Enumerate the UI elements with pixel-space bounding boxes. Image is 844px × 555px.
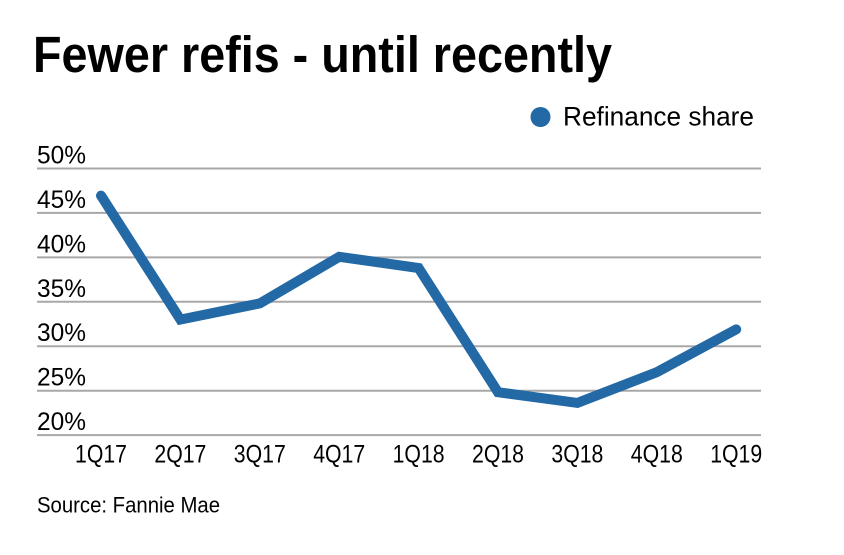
- svg-text:1Q19: 1Q19: [710, 441, 762, 469]
- svg-text:4Q18: 4Q18: [631, 441, 683, 469]
- svg-text:2Q17: 2Q17: [154, 441, 206, 469]
- svg-text:3Q18: 3Q18: [551, 441, 603, 469]
- svg-text:1Q17: 1Q17: [75, 441, 127, 469]
- svg-text:3Q17: 3Q17: [234, 441, 286, 469]
- svg-text:Refinance share: Refinance share: [563, 102, 754, 132]
- svg-text:Source: Fannie Mae: Source: Fannie Mae: [37, 493, 220, 518]
- svg-text:45%: 45%: [37, 186, 86, 214]
- svg-text:50%: 50%: [37, 142, 86, 170]
- svg-text:2Q18: 2Q18: [472, 441, 524, 469]
- svg-text:4Q17: 4Q17: [313, 441, 365, 469]
- svg-text:20%: 20%: [37, 408, 86, 436]
- svg-text:40%: 40%: [37, 230, 86, 258]
- svg-text:35%: 35%: [37, 275, 86, 303]
- svg-text:Fewer refis - until recently: Fewer refis - until recently: [33, 26, 613, 83]
- svg-text:1Q18: 1Q18: [393, 441, 445, 469]
- svg-text:25%: 25%: [37, 364, 86, 392]
- svg-text:30%: 30%: [37, 319, 86, 347]
